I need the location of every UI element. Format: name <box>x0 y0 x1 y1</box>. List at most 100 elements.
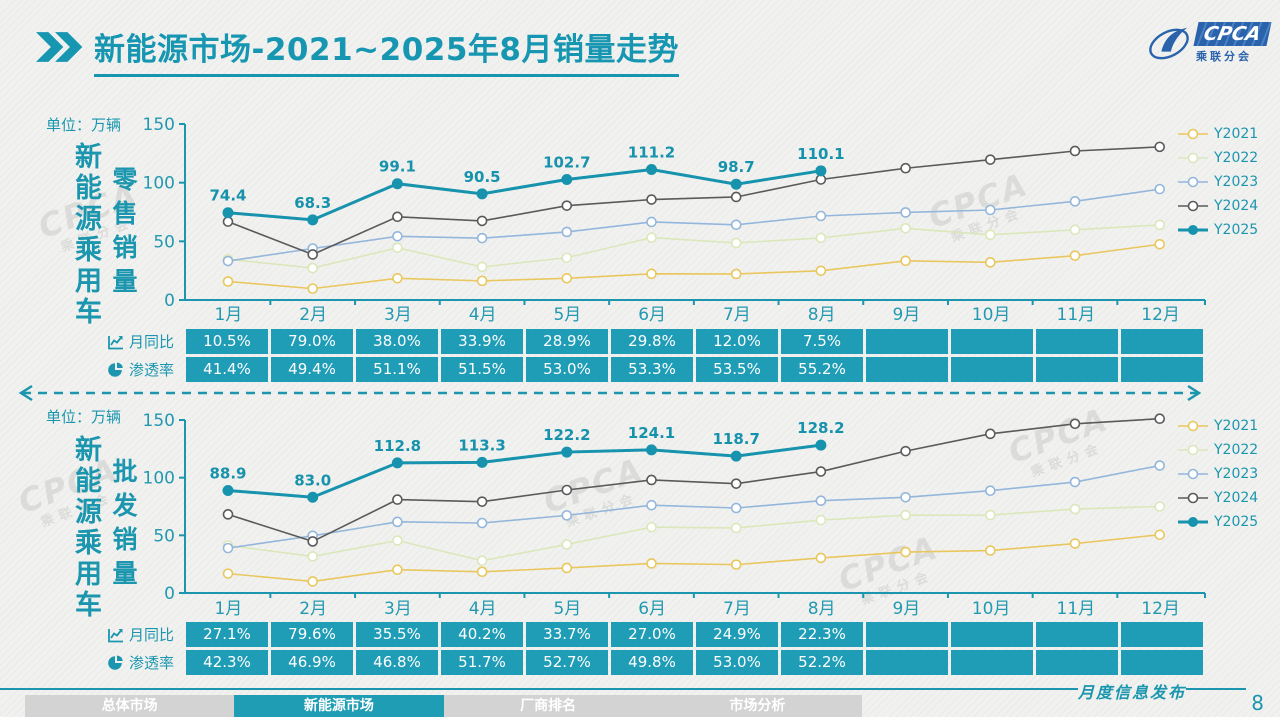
data-point-Y2022 <box>1069 224 1081 236</box>
data-point-Y2023 <box>222 255 234 267</box>
tab-厂商排名[interactable]: 厂商排名 <box>520 698 577 714</box>
table-cell: 22.3% <box>781 622 863 647</box>
data-point-Y2021 <box>984 257 996 268</box>
tab-总体市场[interactable]: 总体市场 <box>101 698 158 714</box>
month-label: 1月 <box>214 305 243 325</box>
month-label: 10月 <box>971 305 1011 325</box>
data-point-Y2023 <box>392 516 403 528</box>
table-cell: 49.4% <box>271 357 353 382</box>
table-cell: 28.9% <box>526 329 608 354</box>
data-label-Y2025: 111.2 <box>628 144 675 162</box>
data-point-Y2021 <box>815 552 827 564</box>
table-cell: 53.5% <box>696 357 778 382</box>
y-axis-tick-label: 100 <box>143 469 175 489</box>
data-point-Y2025 <box>391 178 403 190</box>
wholesale-sales-line-chart: 0 50 100 150 88.9 83.0 112.8 113.3 122.2 124.1 118… <box>143 411 1206 603</box>
y-axis-tick-label: 150 <box>143 115 175 135</box>
page-title: 新能源市场-2021~2025年8月销量走势 <box>94 24 679 77</box>
data-label-Y2025: 102.7 <box>543 153 590 171</box>
y-axis-tick-label: 150 <box>143 411 175 431</box>
data-point-Y2023 <box>730 502 742 514</box>
table-cell: 33.9% <box>441 329 523 354</box>
data-label-Y2025: 110.1 <box>797 145 844 163</box>
data-point-Y2025 <box>561 173 573 185</box>
data-point-Y2024 <box>476 215 488 227</box>
data-point-Y2021 <box>1069 538 1081 549</box>
table-cell <box>1036 329 1118 354</box>
table-cell <box>951 329 1033 354</box>
row-label-text: 月同比 <box>129 626 175 644</box>
bottom-tab-bar: 总体市场 新能源市场 厂商排名 市场分析 <box>25 695 862 717</box>
table-row: 渗透率 42.3% 46.9% 46.8% 51.7% 52.7% 49.8% 53.0% 52… <box>108 650 1204 675</box>
table-cell: 52.7% <box>526 650 608 675</box>
unit-label: 单位：万辆 <box>46 116 122 134</box>
row-label-penetration: 渗透率 <box>108 357 186 382</box>
data-label-Y2025: 98.7 <box>718 158 755 176</box>
legend-label: Y2021 <box>1214 126 1259 142</box>
data-point-Y2024 <box>730 478 742 489</box>
publication-label: 月度信息发布 <box>1077 683 1186 702</box>
data-label-Y2025: 122.2 <box>543 426 590 444</box>
data-label-Y2025: 90.5 <box>464 168 501 186</box>
month-label: 10月 <box>971 599 1011 619</box>
data-point-Y2021 <box>900 546 911 558</box>
legend-item-Y2022: Y2022 <box>1178 146 1278 170</box>
data-point-Y2023 <box>730 219 742 231</box>
row-label-text: 渗透率 <box>129 361 175 379</box>
data-point-Y2022 <box>730 522 742 534</box>
data-point-Y2023 <box>561 510 573 521</box>
legend-marker-icon <box>1178 176 1208 188</box>
legend-label: Y2025 <box>1214 514 1259 530</box>
tab-市场分析[interactable]: 市场分析 <box>729 698 786 714</box>
data-point-Y2021 <box>476 275 488 287</box>
data-point-Y2021 <box>646 268 657 280</box>
data-point-Y2025 <box>646 164 657 176</box>
metric-label-retail: 零售销量 <box>109 166 138 302</box>
data-point-Y2025 <box>476 456 488 468</box>
table-cell: 52.2% <box>781 650 863 675</box>
data-point-Y2022 <box>392 535 403 546</box>
table-cell <box>1121 650 1203 675</box>
chart-legend: Y2021 Y2022 Y2023 Y2024 Y2025 <box>1178 414 1278 534</box>
data-point-Y2021 <box>307 576 318 587</box>
table-cell <box>1121 329 1203 354</box>
month-label: 4月 <box>468 599 497 619</box>
data-point-Y2024 <box>900 162 911 174</box>
double-chevron-icon <box>36 32 83 62</box>
month-axis-labels: 1月 2月 3月 4月 5月 6月 7月 8月 9月 10月 11月 12月 <box>186 303 1203 327</box>
month-axis-labels: 1月 2月 3月 4月 5月 6月 7月 8月 9月 10月 11月 12月 <box>186 597 1203 621</box>
data-point-Y2024 <box>984 428 996 440</box>
table-cell: 40.2% <box>441 622 523 647</box>
table-cell: 27.1% <box>186 622 268 647</box>
retail-sales-line-chart: 0 50 100 150 74.4 68.3 99.1 90.5 102.7 111.2 98.7 1… <box>143 115 1206 311</box>
data-point-Y2024 <box>222 509 234 520</box>
data-point-Y2024 <box>815 466 827 477</box>
data-label-Y2025: 113.3 <box>458 436 505 454</box>
month-label: 9月 <box>892 305 921 325</box>
table-cell <box>1036 357 1118 382</box>
legend-marker-icon <box>1178 152 1208 164</box>
legend-item-Y2021: Y2021 <box>1178 414 1278 438</box>
data-point-Y2023 <box>476 517 488 529</box>
y-axis-tick-label: 0 <box>164 291 175 311</box>
data-point-Y2024 <box>1154 141 1166 153</box>
table-cell: 41.4% <box>186 357 268 382</box>
table-cell <box>1036 650 1118 675</box>
data-point-Y2022 <box>815 514 827 526</box>
data-point-Y2021 <box>815 265 827 277</box>
month-label: 3月 <box>383 305 412 325</box>
data-point-Y2021 <box>222 276 234 287</box>
data-point-Y2021 <box>476 566 488 578</box>
data-point-Y2022 <box>646 521 657 533</box>
legend-label: Y2024 <box>1214 490 1259 506</box>
legend-marker-icon <box>1178 200 1208 212</box>
tab-新能源市场[interactable]: 新能源市场 <box>234 695 444 717</box>
legend-marker-icon <box>1178 492 1208 504</box>
month-label: 7月 <box>722 305 751 325</box>
retail-stats-table: 月同比 10.5% 79.0% 38.0% 33.9% 28.9% 29.8% 12.0% 7.… <box>108 329 1204 385</box>
data-point-Y2022 <box>476 555 488 567</box>
data-point-Y2022 <box>984 229 996 241</box>
data-point-Y2024 <box>815 174 827 185</box>
pie-chart-icon <box>108 362 123 377</box>
month-label: 11月 <box>1056 305 1096 325</box>
